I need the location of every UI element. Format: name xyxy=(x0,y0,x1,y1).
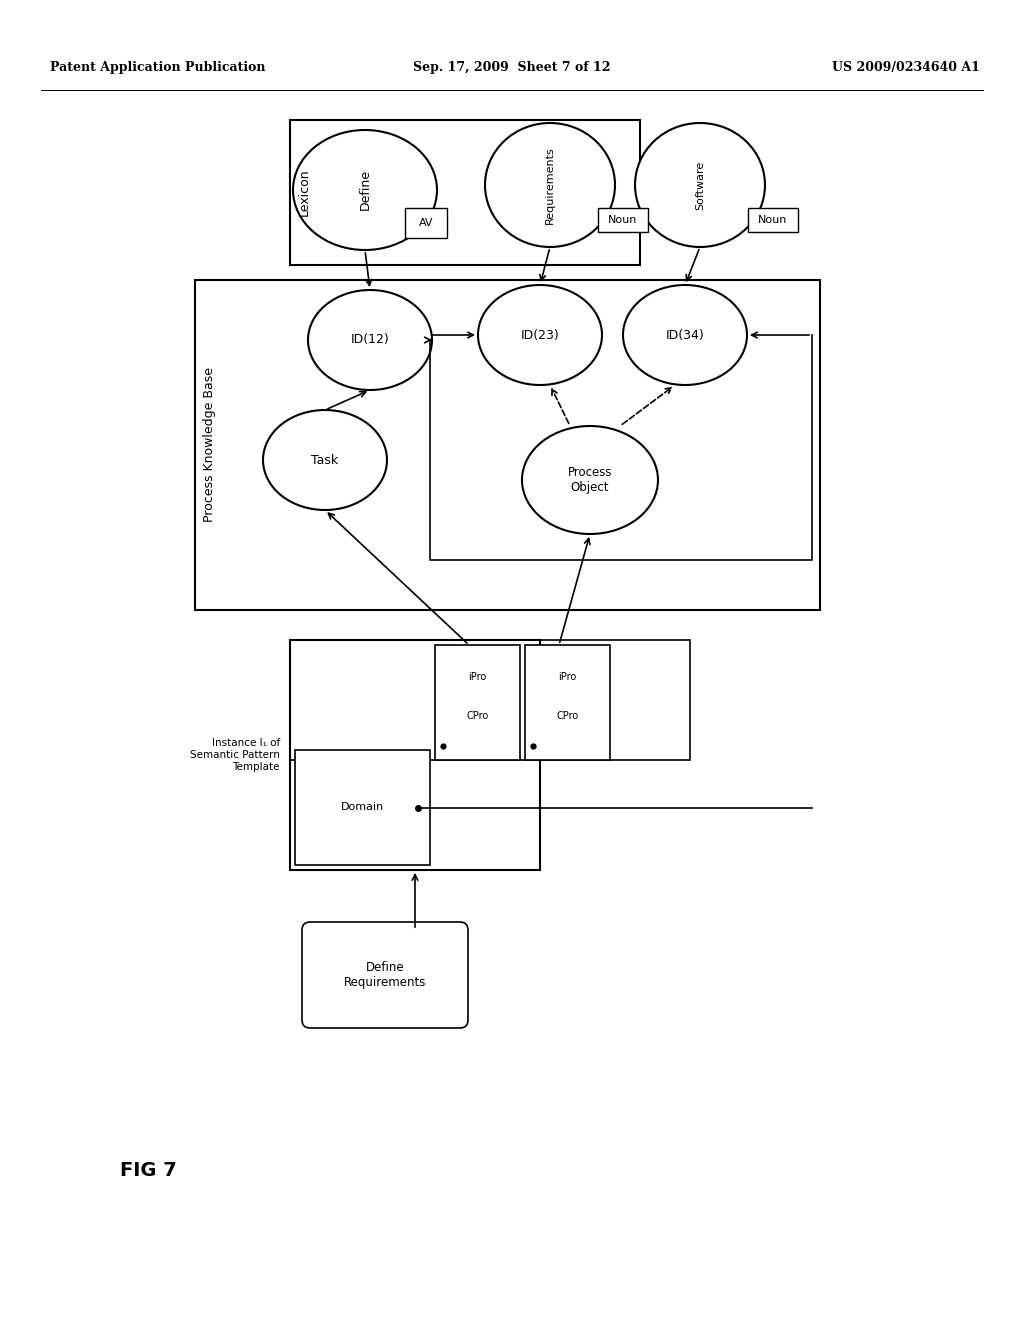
Text: Define: Define xyxy=(358,169,372,210)
Bar xyxy=(290,640,540,870)
Text: Requirements: Requirements xyxy=(545,147,555,224)
Text: Noun: Noun xyxy=(759,215,787,224)
Text: Process Knowledge Base: Process Knowledge Base xyxy=(203,367,215,523)
Text: Define
Requirements: Define Requirements xyxy=(344,961,426,989)
Bar xyxy=(598,209,648,232)
FancyBboxPatch shape xyxy=(302,921,468,1028)
Text: Software: Software xyxy=(695,160,705,210)
Ellipse shape xyxy=(635,123,765,247)
Bar xyxy=(525,645,610,760)
Bar xyxy=(406,209,447,238)
Text: AV: AV xyxy=(419,218,433,228)
Text: CPro: CPro xyxy=(556,711,579,721)
Text: iPro: iPro xyxy=(468,672,486,682)
Ellipse shape xyxy=(263,411,387,510)
Text: US 2009/0234640 A1: US 2009/0234640 A1 xyxy=(833,62,980,74)
Text: Domain: Domain xyxy=(341,803,384,813)
Ellipse shape xyxy=(308,290,432,389)
Text: Lexicon: Lexicon xyxy=(298,169,310,216)
Ellipse shape xyxy=(485,123,615,247)
Bar xyxy=(290,640,690,760)
Text: Noun: Noun xyxy=(608,215,638,224)
Text: ID(12): ID(12) xyxy=(350,334,389,346)
Ellipse shape xyxy=(293,129,437,249)
Text: Task: Task xyxy=(311,454,339,466)
Bar xyxy=(290,120,640,265)
Bar xyxy=(295,750,430,865)
Text: Instance I₁ of
Semantic Pattern
Template: Instance I₁ of Semantic Pattern Template xyxy=(190,738,280,772)
Text: Sep. 17, 2009  Sheet 7 of 12: Sep. 17, 2009 Sheet 7 of 12 xyxy=(414,62,610,74)
Bar xyxy=(195,280,820,610)
Text: ID(23): ID(23) xyxy=(520,329,559,342)
Text: iPro: iPro xyxy=(558,672,577,682)
Ellipse shape xyxy=(478,285,602,385)
Text: Patent Application Publication: Patent Application Publication xyxy=(50,62,265,74)
Text: ID(34): ID(34) xyxy=(666,329,705,342)
Bar xyxy=(435,645,520,760)
Text: FIG 7: FIG 7 xyxy=(120,1160,177,1180)
Ellipse shape xyxy=(623,285,746,385)
Text: CPro: CPro xyxy=(466,711,488,721)
Ellipse shape xyxy=(522,426,658,535)
Bar xyxy=(748,209,798,232)
Text: Process
Object: Process Object xyxy=(567,466,612,494)
